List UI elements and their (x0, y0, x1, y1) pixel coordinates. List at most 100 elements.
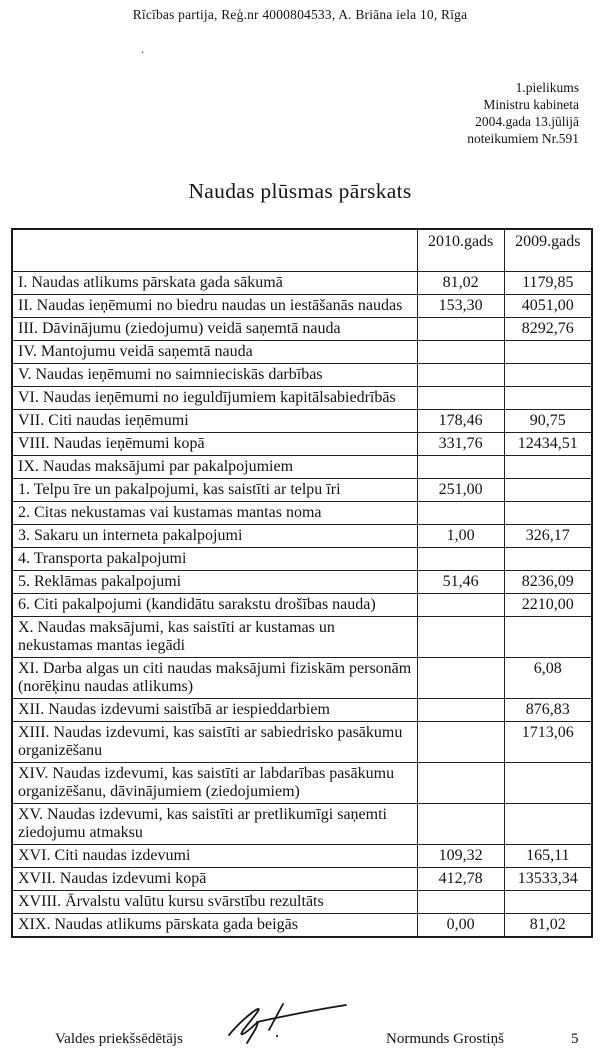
value-2009: 81,02 (503, 913, 593, 938)
row-label: XI. Darba algas un citi naudas maksājumi… (11, 657, 418, 699)
organization-header: Rīcības partija, Reģ.nr 4000804533, A. B… (132, 7, 468, 22)
value-2009 (503, 803, 593, 845)
stray-scan-mark: . (141, 41, 145, 56)
value-2010 (416, 890, 505, 914)
annex-reference: 1.pielikums Ministru kabineta 2004.gada … (467, 79, 579, 147)
table-row: VIII. Naudas ieņēmumi kopā 331,76 12434,51 (11, 432, 593, 456)
table-row: 6. Citi pakalpojumi (kandidātu sarakstu … (11, 593, 593, 617)
value-2010 (416, 547, 505, 571)
table-row: X. Naudas maksājumi, kas saistīti ar kus… (11, 616, 593, 658)
row-label: XIV. Naudas izdevumi, kas saistīti ar la… (11, 762, 418, 804)
value-2010 (416, 455, 505, 479)
value-2009 (503, 547, 593, 571)
value-2009 (503, 501, 593, 525)
table-row: XV. Naudas izdevumi, kas saistīti ar pre… (11, 803, 593, 845)
table-row: I. Naudas atlikums pārskata gada sākumā 8… (11, 271, 593, 295)
value-2010 (416, 803, 505, 845)
table-row: IV. Mantojumu veidā saņemtā nauda (11, 340, 593, 364)
row-label: IX. Naudas maksājumi par pakalpojumiem (11, 455, 418, 479)
row-label: 1. Telpu īre un pakalpojumi, kas saistīt… (11, 478, 418, 502)
value-2009: 876,83 (503, 698, 593, 722)
value-2010 (416, 363, 505, 387)
table-row: 3. Sakaru un interneta pakalpojumi 1,00 32… (11, 524, 593, 548)
row-label: III. Dāvinājumu (ziedojumu) veidā saņemt… (11, 317, 418, 341)
value-2009: 1179,85 (503, 271, 593, 295)
table-row: XII. Naudas izdevumi saistībā ar iespied… (11, 698, 593, 722)
table-row: 1. Telpu īre un pakalpojumi, kas saistīt… (11, 478, 593, 502)
table-row: XI. Darba algas un citi naudas maksājumi… (11, 657, 593, 699)
value-2009: 13533,34 (503, 867, 593, 891)
table-row: XIV. Naudas izdevumi, kas saistīti ar la… (11, 762, 593, 804)
row-label: XVI. Citi naudas izdevumi (11, 844, 418, 868)
value-2010: 81,02 (416, 271, 505, 295)
table-row: IX. Naudas maksājumi par pakalpojumiem (11, 455, 593, 479)
row-label: XIX. Naudas atlikums pārskata gada beigā… (11, 913, 418, 938)
table-row: 4. Transporta pakalpojumi (11, 547, 593, 571)
row-label: VIII. Naudas ieņēmumi kopā (11, 432, 418, 456)
value-2010: 1,00 (416, 524, 505, 548)
row-label: 5. Reklāmas pakalpojumi (11, 570, 418, 594)
value-2010: 412,78 (416, 867, 505, 891)
row-label: I. Naudas atlikums pārskata gada sākumā (11, 271, 418, 295)
signer-name: Normunds Grostiņš (386, 1031, 504, 1047)
table-header-row: 2010.gads 2009.gads (11, 228, 593, 272)
value-2009 (503, 340, 593, 364)
value-2010 (416, 386, 505, 410)
signer-title: Valdes priekšsēdētājs (55, 1031, 183, 1047)
value-2009: 6,08 (503, 657, 593, 699)
row-label: II. Naudas ieņēmumi no biedru naudas un … (11, 294, 418, 318)
row-label: VII. Citi naudas ieņēmumi (11, 409, 418, 433)
table-row: XVII. Naudas izdevumi kopā 412,78 13533,34 (11, 867, 593, 891)
value-2009: 2210,00 (503, 593, 593, 617)
row-label: V. Naudas ieņēmumi no saimnieciskās darb… (11, 363, 418, 387)
annex-line: 1.pielikums (515, 80, 579, 95)
row-label: VI. Naudas ieņēmumi no ieguldījumiem kap… (11, 386, 418, 410)
annex-line: 2004.gada 13.jūlijā (475, 114, 579, 129)
row-label: XII. Naudas izdevumi saistībā ar iespied… (11, 698, 418, 722)
cashflow-table-body: I. Naudas atlikums pārskata gada sākumā 8… (11, 271, 593, 938)
table-row: XVI. Citi naudas izdevumi 109,32 165,11 (11, 844, 593, 868)
row-label: X. Naudas maksājumi, kas saistīti ar kus… (11, 616, 418, 658)
value-2009: 8236,09 (503, 570, 593, 594)
row-label: 3. Sakaru un interneta pakalpojumi (11, 524, 418, 548)
row-label: IV. Mantojumu veidā saņemtā nauda (11, 340, 418, 364)
column-header-2010: 2010.gads (416, 228, 505, 272)
value-2009 (503, 478, 593, 502)
annex-line: Ministru kabineta (483, 97, 579, 112)
table-row: XIX. Naudas atlikums pārskata gada beigā… (11, 913, 593, 938)
value-2010 (416, 340, 505, 364)
table-row: III. Dāvinājumu (ziedojumu) veidā saņemt… (11, 317, 593, 341)
value-2010: 331,76 (416, 432, 505, 456)
value-2010 (416, 501, 505, 525)
table-row: 5. Reklāmas pakalpojumi 51,46 8236,09 (11, 570, 593, 594)
row-label: XIII. Naudas izdevumi, kas saistīti ar s… (11, 721, 418, 763)
annex-line: noteikumiem Nr.591 (467, 131, 579, 146)
table-row: VII. Citi naudas ieņēmumi 178,46 90,75 (11, 409, 593, 433)
value-2009: 8292,76 (503, 317, 593, 341)
value-2010 (416, 657, 505, 699)
cashflow-table: 2010.gads 2009.gads I. Naudas atlikums p… (11, 228, 593, 938)
table-row: V. Naudas ieņēmumi no saimnieciskās darb… (11, 363, 593, 387)
row-label: 6. Citi pakalpojumi (kandidātu sarakstu … (11, 593, 418, 617)
page-number: 5 (571, 1031, 579, 1047)
column-header-empty (11, 228, 418, 272)
value-2009: 12434,51 (503, 432, 593, 456)
value-2009: 165,11 (503, 844, 593, 868)
row-label: XVII. Naudas izdevumi kopā (11, 867, 418, 891)
row-label: 4. Transporta pakalpojumi (11, 547, 418, 571)
value-2010: 51,46 (416, 570, 505, 594)
table-row: 2. Citas nekustamas vai kustamas mantas … (11, 501, 593, 525)
value-2010: 153,30 (416, 294, 505, 318)
value-2010: 178,46 (416, 409, 505, 433)
table-row: XVIII. Ārvalstu valūtu kursu svārstību r… (11, 890, 593, 914)
column-header-2009: 2009.gads (503, 228, 593, 272)
value-2010: 109,32 (416, 844, 505, 868)
value-2009 (503, 363, 593, 387)
value-2009 (503, 890, 593, 914)
value-2009 (503, 455, 593, 479)
value-2010 (416, 698, 505, 722)
value-2009: 326,17 (503, 524, 593, 548)
row-label: XV. Naudas izdevumi, kas saistīti ar pre… (11, 803, 418, 845)
value-2009: 90,75 (503, 409, 593, 433)
